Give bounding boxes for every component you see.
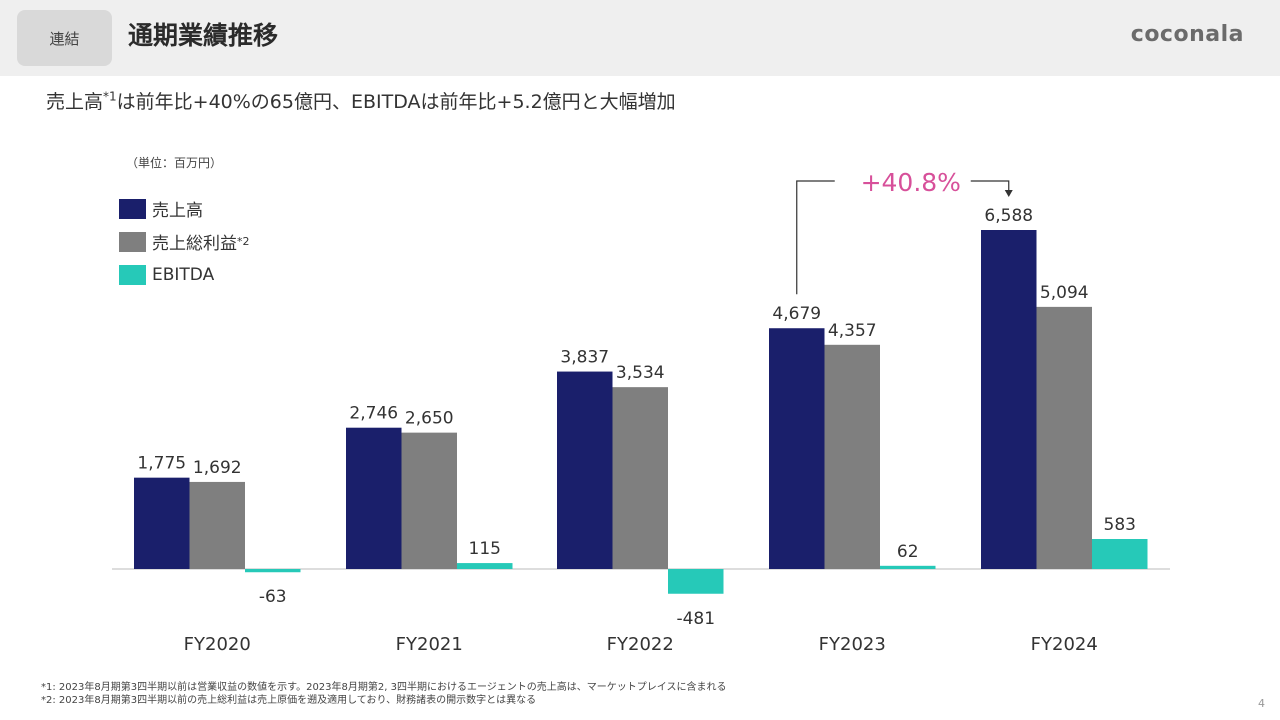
bar-sales-fy2023: [769, 328, 825, 569]
bar-gross-profit-fy2022: [612, 387, 668, 569]
data-label-sales-fy2020: 1,775: [137, 454, 186, 474]
legend-label-ebitda: EBITDA: [152, 264, 215, 285]
data-label-gross-profit-fy2022: 3,534: [616, 363, 665, 383]
legend-swatch-sales: [119, 198, 146, 219]
bar-gross-profit-fy2021: [401, 432, 457, 569]
bar-ebitda-fy2023: [880, 565, 936, 569]
bar-sales-fy2020: [134, 477, 190, 569]
legend-footnote-mark: *2: [237, 235, 250, 248]
legend-label-sales: 売上高: [152, 201, 203, 221]
data-label-sales-fy2024: 6,588: [984, 206, 1033, 226]
growth-annotation-label: +40.8%: [861, 168, 961, 197]
data-label-gross-profit-fy2020: 1,692: [193, 458, 242, 478]
bar-sales-fy2022: [557, 371, 613, 569]
data-label-sales-fy2022: 3,837: [560, 348, 609, 368]
slide-subtitle: 売上高*1は前年比+40%の65億円、EBITDAは前年比+5.2億円と大幅増加: [46, 87, 676, 114]
bar-gross-profit-fy2024: [1036, 306, 1092, 569]
data-label-sales-fy2023: 4,679: [772, 304, 821, 324]
unit-label: （単位：百万円）: [126, 156, 223, 170]
growth-arrow-head: [1004, 190, 1013, 197]
subtitle-part1: 売上高: [46, 91, 104, 113]
legend-item-gross-profit: 売上総利益 *2: [119, 225, 250, 258]
footnote-2: *2: 2023年8月期第3四半期以前の売上総利益は売上原価を遡及適用しており、…: [41, 695, 537, 706]
legend-item-ebitda: EBITDA: [119, 258, 250, 291]
footnote-1: *1: 2023年8月期第3四半期以前は営業収益の数値を示す。2023年8月期第…: [41, 682, 727, 693]
growth-bracket-left: [796, 180, 835, 295]
subtitle-part2: は前年比+40%の65億円、EBITDAは前年比+5.2億円と大幅増加: [116, 91, 676, 113]
page-title: 通期業績推移: [128, 21, 279, 50]
bar-gross-profit-fy2023: [824, 344, 880, 569]
x-tick-label-fy2023: FY2023: [819, 634, 886, 655]
bar-ebitda-fy2021: [457, 563, 513, 569]
data-label-ebitda-fy2020: -63: [259, 587, 287, 607]
subtitle-footnote-mark: *1: [103, 89, 117, 104]
x-tick-label-fy2024: FY2024: [1031, 634, 1098, 655]
consolidated-badge: 連結: [17, 10, 112, 66]
coconala-logo: coconala: [1130, 22, 1244, 47]
data-label-sales-fy2021: 2,746: [349, 404, 398, 424]
data-label-gross-profit-fy2023: 4,357: [828, 321, 877, 341]
legend-label-gross-profit: 売上総利益: [152, 234, 237, 254]
bar-sales-fy2024: [981, 230, 1037, 569]
data-label-ebitda-fy2022: -481: [676, 609, 715, 629]
bar-sales-fy2021: [346, 427, 402, 569]
data-label-ebitda-fy2021: 115: [469, 539, 501, 559]
x-tick-label-fy2022: FY2022: [607, 634, 674, 655]
legend-swatch-ebitda: [119, 264, 146, 285]
legend-swatch-gross-profit: [119, 231, 146, 252]
bar-gross-profit-fy2020: [189, 481, 245, 569]
data-label-ebitda-fy2023: 62: [897, 542, 919, 562]
data-label-gross-profit-fy2021: 2,650: [405, 409, 454, 429]
x-tick-label-fy2020: FY2020: [184, 634, 251, 655]
growth-bracket-right: [970, 180, 1010, 191]
header-bar: 連結 通期業績推移 coconala: [0, 0, 1280, 76]
chart-legend: 売上高 売上総利益 *2 EBITDA: [119, 192, 250, 291]
page-number: 4: [1258, 697, 1265, 710]
x-tick-label-fy2021: FY2021: [396, 634, 463, 655]
footnotes: *1: 2023年8月期第3四半期以前は営業収益の数値を示す。2023年8月期第…: [41, 681, 726, 707]
data-label-gross-profit-fy2024: 5,094: [1040, 283, 1089, 303]
bar-ebitda-fy2020: [245, 569, 301, 573]
bar-ebitda-fy2022: [668, 569, 724, 594]
data-label-ebitda-fy2024: 583: [1104, 515, 1136, 535]
bar-ebitda-fy2024: [1092, 539, 1148, 569]
legend-item-sales: 売上高: [119, 192, 250, 225]
